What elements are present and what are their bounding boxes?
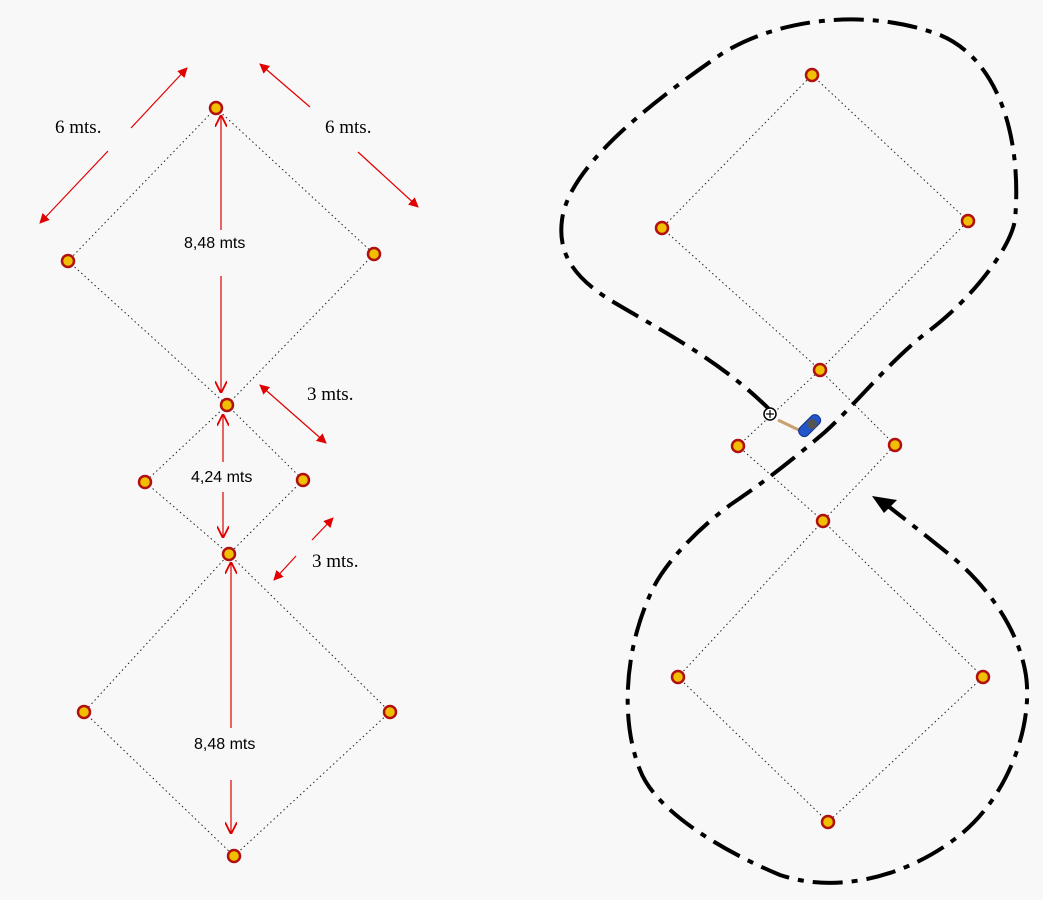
cone-marker-icon (977, 671, 989, 683)
right-guide-lines (662, 75, 983, 822)
arrow-mid-lower-side-down (274, 556, 296, 580)
cone-marker-icon (817, 515, 829, 527)
arrow-top-right-down (358, 152, 418, 207)
bottom-square-outline (84, 554, 390, 856)
right-cones (656, 69, 989, 828)
cone-marker-icon (806, 69, 818, 81)
cone-marker-icon (656, 222, 668, 234)
cone-marker-icon (368, 248, 380, 260)
dimension-arrows (40, 64, 418, 833)
cone-marker-icon (62, 255, 74, 267)
label-mid-diagonal: 4,24 mts (191, 469, 252, 486)
arrow-top-right-up (260, 64, 310, 107)
cone-marker-icon (732, 440, 744, 452)
label-mid-upper-side: 3 mts. (307, 384, 353, 405)
arrow-top-left-up (131, 68, 187, 128)
arrow-mid-lower-side-up (312, 518, 333, 540)
cone-marker-icon (814, 364, 826, 376)
cone-marker-icon (223, 548, 235, 560)
cone-marker-icon (384, 706, 396, 718)
cone-marker-icon (228, 850, 240, 862)
label-bottom-diagonal: 8,48 mts (194, 736, 255, 753)
left-dimension-diagram: 6 mts. 6 mts. 8,48 mts 3 mts. 4,24 mts 3… (40, 64, 418, 862)
cone-marker-icon (210, 102, 222, 114)
cone-marker-icon (297, 474, 309, 486)
label-mid-lower-side: 3 mts. (312, 551, 358, 572)
cone-marker-icon (822, 816, 834, 828)
cone-marker-icon (221, 399, 233, 411)
arrow-top-left-down (40, 151, 108, 223)
label-top-left-side: 6 mts. (55, 117, 101, 138)
cone-marker-icon (889, 439, 901, 451)
cone-marker-icon (962, 215, 974, 227)
bottom-square-outline (678, 521, 983, 822)
motorcycle-rider-icon (764, 408, 823, 439)
cone-marker-icon (672, 671, 684, 683)
right-path-diagram (561, 19, 1027, 882)
cone-marker-icon (78, 706, 90, 718)
label-top-diagonal: 8,48 mts (184, 235, 245, 252)
cone-marker-icon (139, 476, 151, 488)
top-square-outline (662, 75, 968, 370)
label-top-right-side: 6 mts. (325, 117, 371, 138)
figure-eight-path (561, 19, 1027, 882)
middle-square-outline (738, 370, 895, 521)
